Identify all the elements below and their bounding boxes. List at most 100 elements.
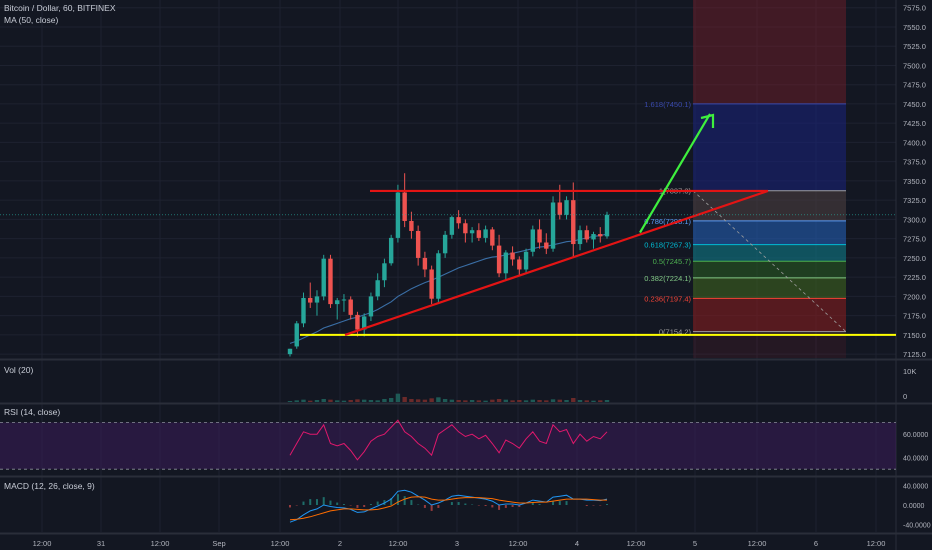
- time-axis-label: 6: [814, 539, 818, 548]
- volume-bar: [409, 399, 414, 402]
- volume-bar: [388, 398, 394, 402]
- time-axis-label: 5: [693, 539, 697, 548]
- time-axis-label: 12:00: [867, 539, 886, 548]
- volume-bar: [456, 400, 461, 402]
- macd-histogram-bar: [511, 505, 514, 507]
- macd-histogram-bar: [484, 505, 487, 506]
- volume-bar: [422, 399, 428, 402]
- fib-level-label: 0.236(7197.4): [644, 294, 691, 303]
- projection-arrowhead: [700, 113, 715, 128]
- candle-body: [503, 252, 509, 274]
- macd-histogram-bar: [504, 505, 507, 508]
- volume-bar: [321, 399, 326, 402]
- macd-histogram-bar: [410, 500, 413, 505]
- macd-histogram-bar: [423, 505, 426, 508]
- candle-body: [436, 253, 441, 299]
- fib-level-label: 0.382(7224.1): [644, 274, 691, 283]
- candle-body: [598, 234, 603, 237]
- candle-body: [294, 323, 299, 347]
- fib-zone: [693, 244, 846, 262]
- volume-bar: [429, 398, 434, 402]
- macd-histogram-bar: [457, 502, 460, 505]
- price-axis-label: 7125.0: [903, 350, 926, 359]
- symbol-title: Bitcoin / Dollar, 60, BITFINEX: [4, 3, 116, 13]
- macd-histogram-bar: [518, 505, 521, 507]
- candle-body: [301, 297, 306, 324]
- candle-body: [388, 237, 394, 264]
- volume-bar: [328, 399, 333, 402]
- volume-bar: [375, 400, 380, 402]
- rsi-series: [289, 419, 608, 461]
- candle-body: [361, 316, 367, 330]
- macd-histogram-bar: [552, 501, 555, 505]
- macd-histogram-bar: [363, 505, 366, 507]
- fib-zone: [693, 220, 846, 245]
- volume-bar: [308, 400, 313, 402]
- candle-body: [469, 230, 475, 234]
- price-axis-label: 7225.0: [903, 273, 926, 282]
- candle-body: [314, 296, 320, 303]
- volume-series: [287, 393, 610, 402]
- volume-bar: [294, 400, 299, 402]
- candle-body: [341, 299, 347, 301]
- rsi-line: [289, 419, 608, 461]
- candle-body: [328, 258, 333, 305]
- volume-bar: [537, 400, 542, 402]
- volume-bar: [598, 400, 603, 402]
- candle-body: [604, 214, 610, 237]
- volume-bar: [449, 399, 455, 402]
- volume-bar: [510, 400, 515, 402]
- volume-bar: [503, 399, 509, 402]
- macd-histogram-bar: [356, 505, 359, 508]
- candle-body: [429, 269, 434, 299]
- price-axis-label: 7575.0: [903, 4, 926, 13]
- volume-bar: [490, 399, 495, 402]
- volume-bar: [577, 400, 583, 402]
- candle-body: [308, 297, 313, 303]
- candle-body: [442, 234, 448, 254]
- candle-body: [544, 242, 549, 249]
- fib-zone: [693, 261, 846, 278]
- fib-zone-top: [693, 0, 846, 104]
- macd-histogram-bar: [585, 505, 588, 506]
- macd-histogram-bar: [322, 497, 325, 505]
- candle-body: [557, 202, 562, 215]
- price-axis-label: 7300.0: [903, 215, 926, 224]
- price-axis-label: 7200.0: [903, 292, 926, 301]
- candle-body: [409, 220, 414, 231]
- volume-bar: [335, 400, 340, 402]
- signal-line: [289, 496, 607, 521]
- volume-bar: [436, 397, 441, 402]
- price-axis-label: 7425.0: [903, 119, 926, 128]
- trend-drawings[interactable]: [0, 113, 896, 336]
- volume-bar: [523, 400, 529, 402]
- time-axis-label: 12:00: [509, 539, 528, 548]
- price-axis-label: 7550.0: [903, 23, 926, 32]
- macd-histogram-bar: [302, 501, 305, 505]
- volume-axis-label: 0: [903, 392, 907, 401]
- candle-body: [348, 299, 353, 315]
- macd-histogram-bar: [403, 496, 406, 505]
- volume-bar: [355, 399, 360, 402]
- candle-body: [591, 234, 596, 240]
- macd-histogram-bar: [450, 502, 453, 505]
- candle-body: [584, 230, 589, 240]
- macd-histogram-bar: [336, 502, 339, 505]
- volume-bar: [301, 399, 306, 402]
- volume-bar: [368, 400, 374, 402]
- fib-level-label: 0.5(7245.7): [653, 257, 692, 266]
- macd-legend: MACD (12, 26, close, 9): [4, 481, 95, 491]
- macd-axis-label: 40.0000: [903, 483, 928, 490]
- volume-bar: [395, 393, 401, 402]
- time-axis-label: Sep: [212, 539, 225, 548]
- rsi-axis-label: 60.0000: [903, 432, 928, 439]
- volume-bar: [557, 399, 562, 402]
- fibonacci-retracement[interactable]: 1.618(7450.1)1(7337.3)0.786(7298.1)0.618…: [644, 0, 847, 358]
- price-axis-label: 7275.0: [903, 235, 926, 244]
- price-axis-label: 7400.0: [903, 138, 926, 147]
- fib-zone: [693, 298, 846, 332]
- candle-body: [456, 217, 461, 224]
- macd-histogram-bar: [538, 504, 541, 505]
- macd-axis-label: -40.0000: [903, 523, 931, 530]
